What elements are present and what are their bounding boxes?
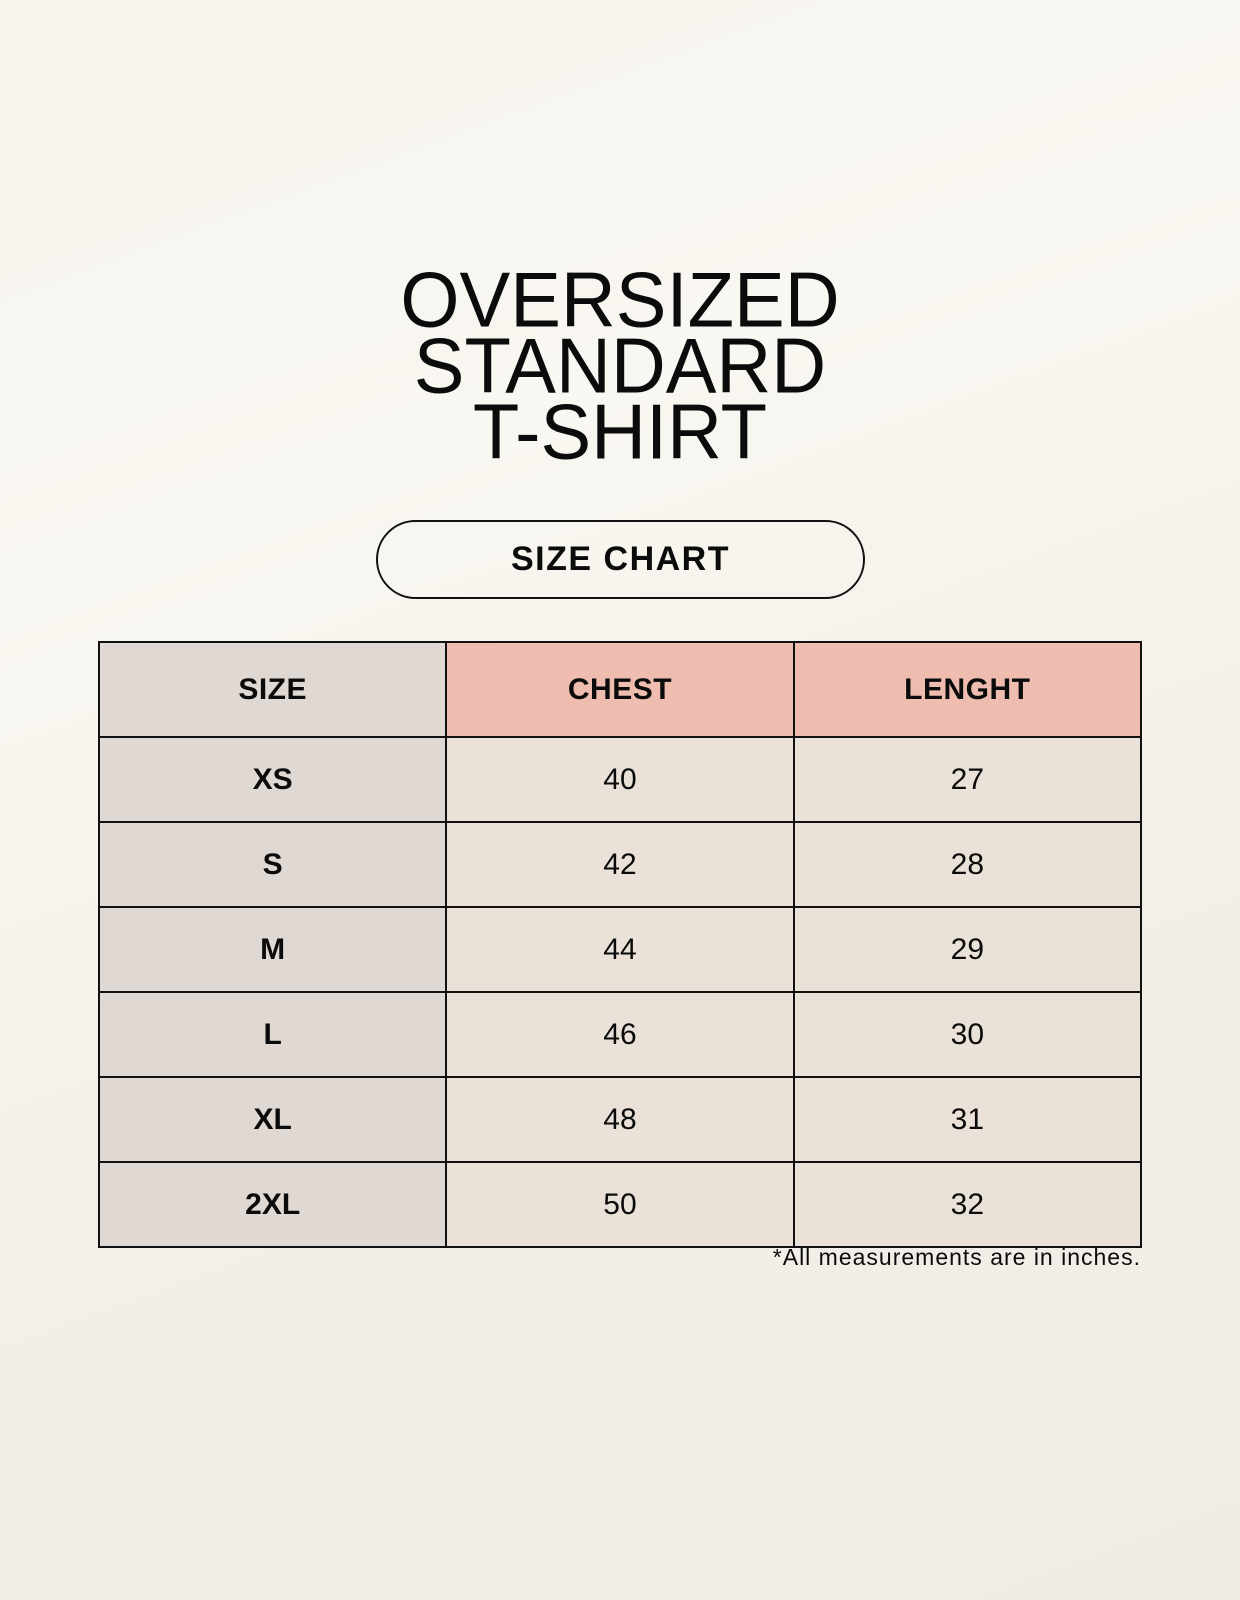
table-row: M 44 29 (97, 906, 1143, 993)
cell-chest: 44 (445, 906, 795, 993)
cell-length: 31 (792, 1076, 1143, 1163)
cell-chest: 40 (445, 736, 795, 823)
cell-chest: 46 (445, 991, 795, 1078)
cell-size: L (97, 991, 448, 1078)
cell-chest: 48 (445, 1076, 795, 1163)
title-line: T-SHIRT (472, 389, 768, 476)
table-row: L 46 30 (97, 991, 1143, 1078)
cell-size: M (97, 906, 448, 993)
cell-length: 32 (792, 1161, 1143, 1248)
cell-size: S (97, 821, 448, 908)
page-title: OVERSIZED STANDARD T-SHIRT (0, 257, 1240, 476)
title-line: OVERSIZED (400, 257, 840, 344)
size-table: SIZE CHEST LENGHT XS 40 27 S 42 28 M 44 29 L 46 30 X… (97, 641, 1143, 1248)
header-chest: CHEST (445, 641, 795, 738)
cell-size: 2XL (97, 1161, 448, 1248)
cell-length: 27 (792, 736, 1143, 823)
table-row: S 42 28 (97, 821, 1143, 908)
header-length: LENGHT (792, 641, 1143, 738)
title-line: STANDARD (413, 323, 827, 410)
cell-size: XS (97, 736, 448, 823)
cell-length: 30 (792, 991, 1143, 1078)
table-row: XS 40 27 (97, 736, 1143, 823)
cell-chest: 42 (445, 821, 795, 908)
footnote: *All measurements are in inches. (772, 1244, 1141, 1270)
size-chart-label: SIZE CHART (376, 520, 865, 599)
table-row: XL 48 31 (97, 1076, 1143, 1163)
header-size: SIZE (97, 641, 448, 738)
cell-size: XL (97, 1076, 448, 1163)
cell-length: 28 (792, 821, 1143, 908)
cell-length: 29 (792, 906, 1143, 993)
table-header-row: SIZE CHEST LENGHT (97, 641, 1143, 738)
table-row: 2XL 50 32 (97, 1161, 1143, 1248)
cell-chest: 50 (445, 1161, 795, 1248)
